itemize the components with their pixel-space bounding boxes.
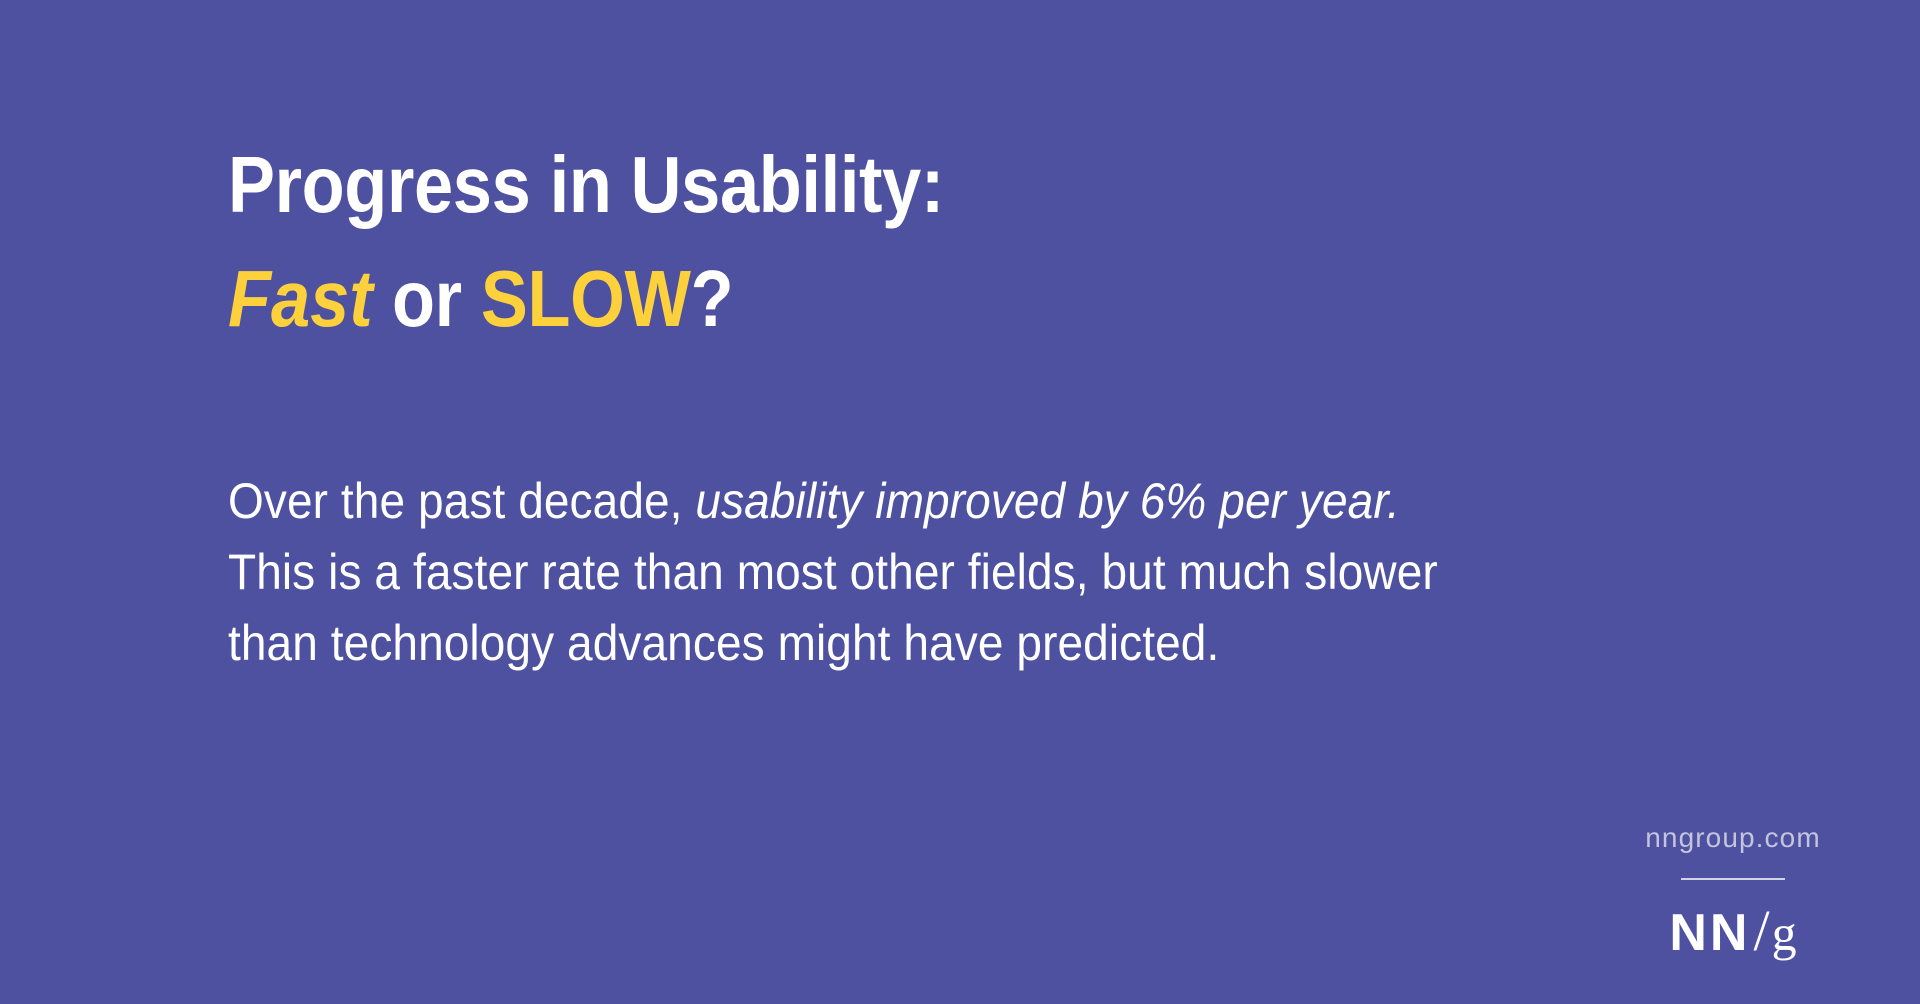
headline-conjunction-or: or — [372, 253, 481, 343]
headline-emphasis-slow: SLOW — [480, 253, 691, 343]
body-segment-lead: Over the past decade, — [228, 473, 696, 529]
nng-logo-nn: NN — [1669, 904, 1751, 962]
headline-line-one: Progress in Usability: — [228, 140, 945, 229]
nng-logo-g: g — [1771, 905, 1797, 961]
body-paragraph: Over the past decade, usability improved… — [228, 466, 1479, 679]
nng-logo: NN/g — [1669, 902, 1796, 960]
nng-logo-slash-icon: / — [1753, 898, 1770, 963]
headline-emphasis-fast: Fast — [228, 253, 373, 343]
body-segment-tail: This is a faster rate than most other fi… — [228, 544, 1438, 671]
page-title: Progress in Usability: Fast or SLOW? — [228, 128, 1408, 355]
brand-website-url[interactable]: nngroup.com — [1645, 822, 1821, 853]
body-segment-emphasis: usability improved by 6% per year. — [695, 473, 1400, 529]
headline-line-two: Fast or SLOW? — [228, 242, 1266, 356]
headline-question-mark: ? — [690, 253, 734, 343]
brand-divider — [1681, 878, 1785, 880]
brand-block: nngroup.com NN/g — [1598, 824, 1868, 960]
